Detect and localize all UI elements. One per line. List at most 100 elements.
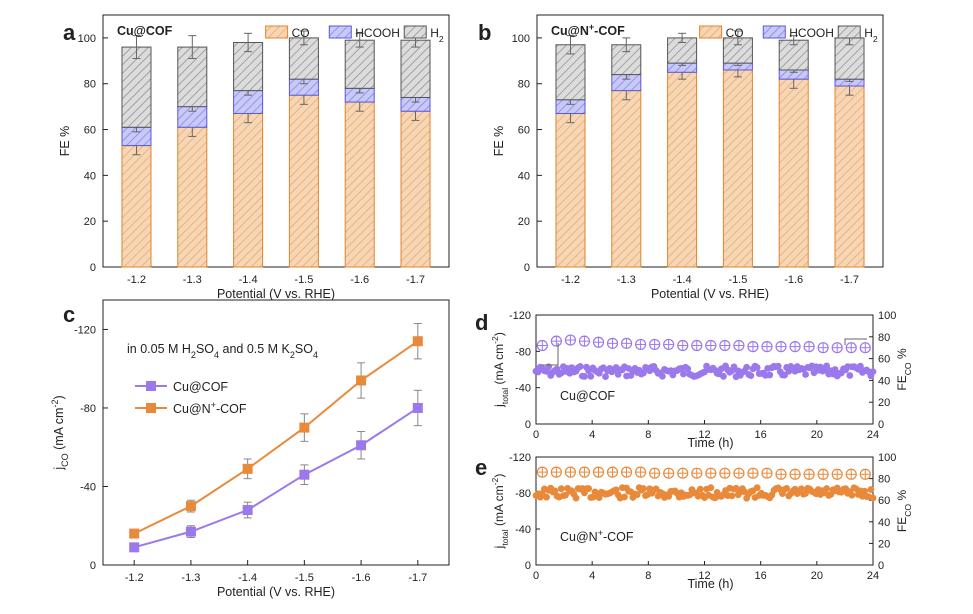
y-axis-label: FE % [492,126,506,157]
current-point [831,366,839,373]
data-point [185,526,196,537]
chart-c: 0 -40 -80 -120 -1.2 -1.3 -1.4 -1.5 -1.6 -1.7 in 0.… [50,299,450,599]
current-point [743,363,751,371]
y-axis-label: jCO (mA cm-2) [50,395,70,470]
x-tick-label: -1.5 [728,274,747,286]
y-tick-label: 0 [525,560,531,572]
panel-label-b: b [478,20,491,45]
current-point [783,484,791,492]
x-tick-label: 20 [811,429,823,441]
legend-label-hcooh: HCOOH [789,26,834,40]
legend-marker [146,403,156,413]
y-tick-label: 80 [84,79,96,91]
y2-tick-label: 60 [878,354,890,366]
y-tick-label: -80 [515,346,531,358]
y-tick-label: 0 [90,560,96,572]
y2-tick-label: 100 [878,452,896,464]
current-point [720,372,727,380]
legend-swatch-co [699,25,723,39]
current-point [856,362,864,370]
y2-tick-label: 40 [878,375,890,387]
current-point [753,364,761,371]
x-axis-label: Potential (V vs. RHE) [651,287,769,301]
current-point [545,363,553,371]
legend-label-h2: H2 [430,26,444,44]
x-axis-label: Time (h) [687,577,733,591]
current-point [774,362,782,370]
legend-swatch-h2 [403,25,427,39]
data-point [412,402,423,413]
current-point [869,368,877,376]
legend-swatch-hcooh [762,25,786,39]
current-point [747,372,755,380]
series-line [133,340,419,535]
y2-axis-label: FECO % [895,490,913,533]
data-point [299,422,310,433]
data-point [356,440,367,451]
current-point [684,365,692,373]
chart-a: 0 20 40 60 80 100 -1.2 -1.3 -1.4 -1.5 -1.6 -1.7 Pote… [58,14,450,301]
y-tick-label: 0 [524,262,530,274]
panel-label-e: e [475,455,487,480]
y2-axis-label: FECO % [895,348,913,391]
chart-title: Cu@COF [117,24,173,38]
y-tick-label: 60 [518,125,530,137]
legend-marker [146,381,156,391]
x-tick-label: -1.3 [181,572,200,584]
x-tick-label: -1.2 [127,274,146,286]
legend-swatch-co [265,25,289,39]
plot-frame [535,456,874,566]
x-tick-label: 8 [645,570,651,582]
x-tick-label: -1.7 [406,274,425,286]
y-tick-label: -80 [80,403,96,415]
current-point [553,365,561,373]
y2-tick-label: 0 [878,560,884,572]
x-axis-label: Potential (V vs. RHE) [217,287,335,301]
x-tick-label: -1.6 [352,572,371,584]
current-point [730,363,738,371]
x-tick-label: 16 [755,429,767,441]
bar-h2 [400,39,431,98]
x-tick-label: -1.5 [295,572,314,584]
panel-label-a: a [63,20,76,45]
y-tick-label: 20 [84,216,96,228]
y2-tick-label: 80 [878,332,890,344]
x-tick-label: -1.4 [673,274,692,286]
current-point [581,373,588,380]
y2-tick-label: 100 [878,310,896,322]
bar-co [400,110,431,268]
annotation: in 0.05 M H2SO4 and 0.5 M K2SO4 [127,342,318,360]
x-tick-label: -1.6 [784,274,803,286]
current-point [633,491,641,499]
bar-co [233,113,264,268]
legend-swatch-h2 [837,25,861,39]
legend-label-hcooh: HCOOH [355,26,400,40]
bar-co [555,113,586,268]
x-tick-label: 0 [533,570,539,582]
arrow-left-axis [542,343,559,366]
y2-tick-label: 0 [878,419,884,431]
panel-label-d: d [475,310,488,335]
y-tick-label: 100 [512,33,530,45]
current-point [602,373,609,381]
current-point [621,493,628,501]
y-tick-label: 0 [525,419,531,431]
bar-co [288,94,319,268]
chart-d: 0 -40 -80 -120 0 20 40 60 80 100 0 4 8 12 16 20 24 Cu@COF… [490,310,913,450]
current-point [766,371,774,379]
x-tick-label: 24 [867,429,879,441]
bar-h2 [121,46,152,128]
current-point [543,493,550,501]
bar-co [722,69,753,268]
legend-swatch-hcooh [328,25,352,39]
y2-tick-label: 60 [878,495,890,507]
legend-label-h2: H2 [864,26,878,44]
current-point [551,487,559,495]
y-tick-label: 100 [78,33,96,45]
x-tick-label: -1.2 [561,274,580,286]
x-tick-label: -1.3 [617,274,636,286]
panel-label-c: c [63,302,75,327]
x-tick-label: -1.6 [350,274,369,286]
bar-co [121,145,152,268]
